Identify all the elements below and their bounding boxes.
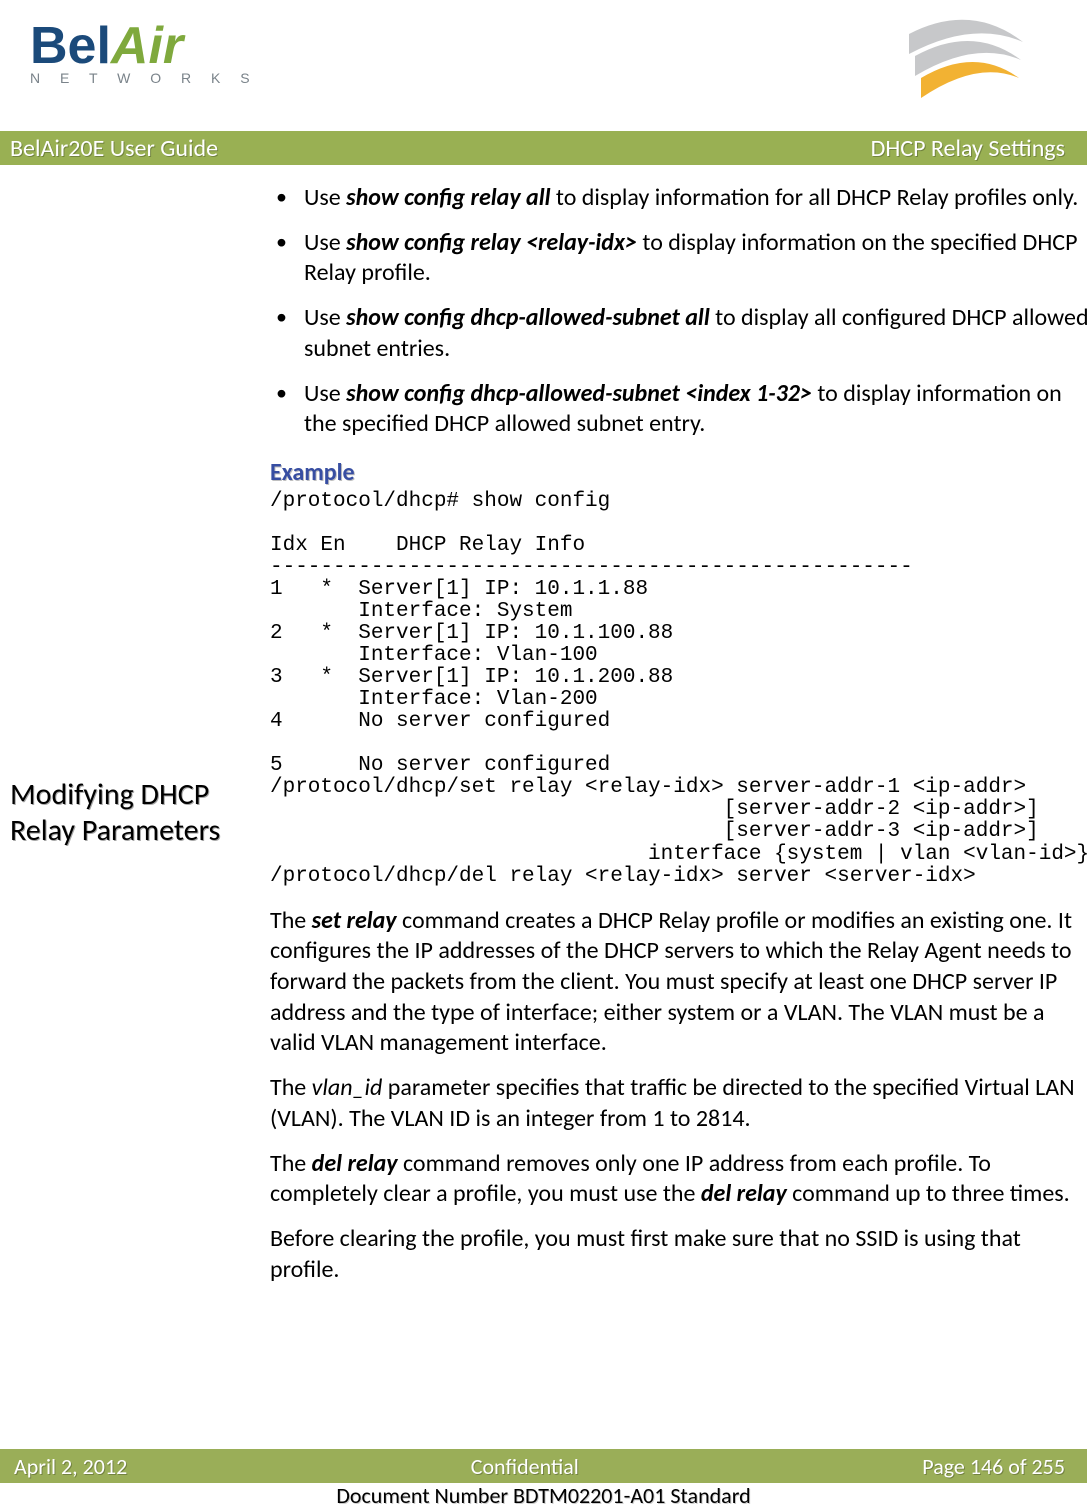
bullet-item: Use show config relay <relay-idx> to dis… bbox=[270, 228, 1087, 289]
header-bar: BelAir20E User Guide DHCP Relay Settings bbox=[0, 131, 1087, 165]
bullet-pre: Use bbox=[304, 183, 346, 212]
bullet-pre: Use bbox=[304, 228, 346, 257]
bullet-list: Use show config relay all to display inf… bbox=[270, 183, 1087, 440]
para-set-relay: The set relay command creates a DHCP Rel… bbox=[270, 906, 1087, 1060]
header-logos: BelAir N E T W O R K S bbox=[0, 0, 1087, 131]
bullet-cmd: show config relay <relay-idx> bbox=[346, 228, 637, 257]
logo-bel: Bel bbox=[30, 17, 111, 75]
example-heading: Example bbox=[270, 458, 1087, 489]
header-bar-right: DHCP Relay Settings bbox=[871, 134, 1065, 163]
para-del-relay: The del relay command removes only one I… bbox=[270, 1149, 1087, 1210]
section2-heading: Modifying DHCP Relay Parameters bbox=[10, 777, 260, 849]
p2b: parameter specifies that traffic be dire… bbox=[270, 1073, 1075, 1133]
p3c: command up to three times. bbox=[787, 1179, 1070, 1208]
para-vlan-id: The vlan_id parameter specifies that tra… bbox=[270, 1073, 1087, 1134]
bullet-cmd: show config relay all bbox=[346, 183, 550, 212]
header-bar-left: BelAir20E User Guide bbox=[10, 134, 218, 163]
p1cmd: set relay bbox=[312, 906, 397, 935]
footer-bar: April 2, 2012 Confidential Page 146 of 2… bbox=[0, 1449, 1087, 1483]
p1a: The bbox=[270, 906, 312, 935]
bullet-cmd: show config dhcp-allowed-subnet <index 1… bbox=[346, 379, 812, 408]
bullet-cmd: show config dhcp-allowed-subnet all bbox=[346, 303, 710, 332]
swoosh-icon bbox=[901, 14, 1031, 119]
doc-number: Document Number BDTM02201-A01 Standard bbox=[0, 1482, 1087, 1511]
footer-left: April 2, 2012 bbox=[14, 1453, 127, 1480]
section2-body: /protocol/dhcp/set relay <relay-idx> ser… bbox=[270, 777, 1087, 1299]
bullet-pre: Use bbox=[304, 379, 346, 408]
p3a: The bbox=[270, 1149, 312, 1178]
section1-body: Use show config relay all to display inf… bbox=[270, 183, 1087, 777]
p2cmd: vlan_id bbox=[312, 1073, 383, 1102]
example-output: /protocol/dhcp# show config Idx En DHCP … bbox=[270, 491, 1087, 778]
p3cmd2: del relay bbox=[701, 1179, 787, 1208]
belair-logo: BelAir N E T W O R K S bbox=[30, 20, 258, 86]
bullet-item: Use show config dhcp-allowed-subnet all … bbox=[270, 303, 1087, 364]
footer-right: Page 146 of 255 bbox=[922, 1453, 1065, 1480]
footer-center: Confidential bbox=[471, 1453, 579, 1480]
bullet-item: Use show config relay all to display inf… bbox=[270, 183, 1087, 214]
bullet-item: Use show config dhcp-allowed-subnet <ind… bbox=[270, 379, 1087, 440]
section2-sidebar: Modifying DHCP Relay Parameters bbox=[10, 777, 260, 1299]
section1-sidebar bbox=[10, 183, 260, 184]
belair-wordmark: BelAir bbox=[30, 20, 183, 72]
logo-air: Air bbox=[111, 17, 183, 75]
logo-networks: N E T W O R K S bbox=[30, 70, 258, 86]
bullet-post: to display information for all DHCP Rela… bbox=[550, 183, 1078, 212]
p2a: The bbox=[270, 1073, 312, 1102]
p3cmd1: del relay bbox=[312, 1149, 398, 1178]
para-clear-profile: Before clearing the profile, you must fi… bbox=[270, 1224, 1087, 1285]
bullet-pre: Use bbox=[304, 303, 346, 332]
syntax-block: /protocol/dhcp/set relay <relay-idx> ser… bbox=[270, 777, 1087, 887]
